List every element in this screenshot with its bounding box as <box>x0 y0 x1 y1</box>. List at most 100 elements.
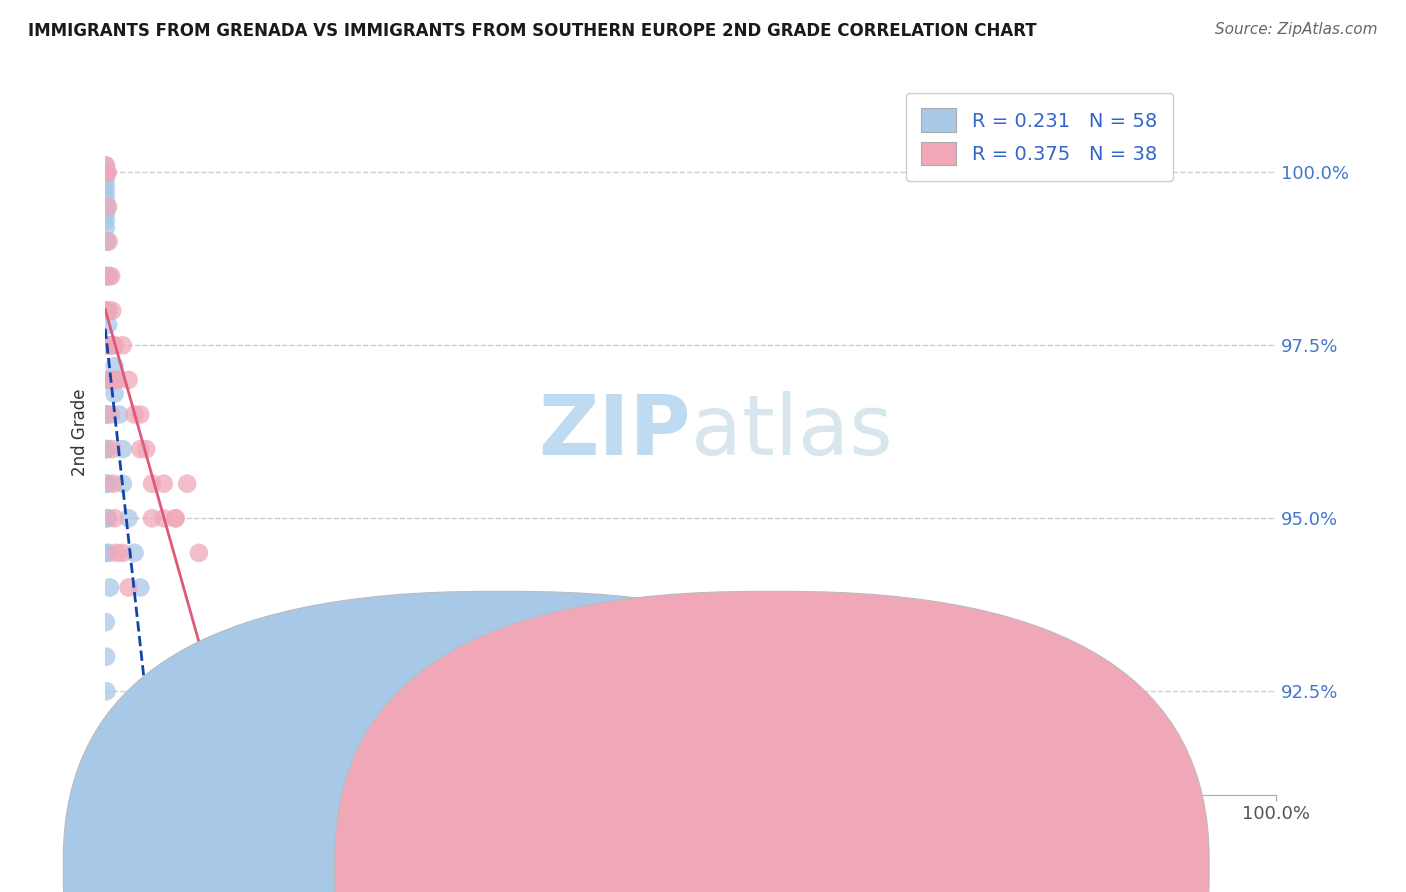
Point <box>176 476 198 491</box>
Point <box>98 269 121 284</box>
Point <box>100 373 122 387</box>
Point <box>94 165 117 179</box>
Point <box>124 408 146 422</box>
Point <box>103 511 125 525</box>
Point <box>96 269 118 284</box>
Point <box>94 207 117 221</box>
Point <box>94 338 117 352</box>
Text: Immigrants from Southern Europe: Immigrants from Southern Europe <box>801 858 1109 876</box>
Point <box>152 476 174 491</box>
Point <box>105 373 128 387</box>
Point <box>96 476 118 491</box>
Point <box>94 546 117 560</box>
Point <box>117 581 139 595</box>
Point <box>111 442 134 456</box>
Point <box>96 235 118 249</box>
Point <box>94 269 117 284</box>
Point <box>96 442 118 456</box>
Y-axis label: 2nd Grade: 2nd Grade <box>72 388 89 475</box>
Point <box>111 476 134 491</box>
Point <box>94 235 117 249</box>
Point <box>94 186 117 200</box>
Point <box>101 303 124 318</box>
Point <box>94 303 117 318</box>
Point <box>105 373 128 387</box>
Point <box>165 511 187 525</box>
Point <box>94 303 117 318</box>
Point <box>94 408 117 422</box>
Point <box>96 511 118 525</box>
Point <box>100 408 122 422</box>
Point <box>97 235 120 249</box>
Point <box>96 303 118 318</box>
Point <box>105 546 128 560</box>
Point <box>111 338 134 352</box>
Point <box>152 511 174 525</box>
Point <box>96 165 118 179</box>
Point <box>94 158 117 172</box>
Legend: R = 0.231   N = 58, R = 0.375   N = 38: R = 0.231 N = 58, R = 0.375 N = 38 <box>905 93 1173 181</box>
Point <box>117 511 139 525</box>
Point <box>96 408 118 422</box>
Point <box>103 386 125 401</box>
Point <box>96 269 118 284</box>
Text: Source: ZipAtlas.com: Source: ZipAtlas.com <box>1215 22 1378 37</box>
Point <box>94 442 117 456</box>
Point <box>94 165 117 179</box>
Point <box>141 511 163 525</box>
Point <box>94 213 117 227</box>
Point <box>100 269 122 284</box>
Point <box>108 408 131 422</box>
Text: IMMIGRANTS FROM GRENADA VS IMMIGRANTS FROM SOUTHERN EUROPE 2ND GRADE CORRELATION: IMMIGRANTS FROM GRENADA VS IMMIGRANTS FR… <box>28 22 1036 40</box>
Point <box>165 511 187 525</box>
Point <box>117 373 139 387</box>
Point <box>96 165 118 179</box>
Point <box>96 200 118 214</box>
Point <box>94 165 117 179</box>
Point <box>103 338 125 352</box>
Point <box>96 165 118 179</box>
Point <box>129 408 152 422</box>
Point <box>135 442 157 456</box>
Point <box>94 200 117 214</box>
Point <box>98 581 121 595</box>
Point <box>96 476 118 491</box>
Point <box>97 511 120 525</box>
Point <box>97 318 120 332</box>
Point <box>103 338 125 352</box>
Point <box>129 442 152 456</box>
Point <box>187 754 209 768</box>
Point <box>94 179 117 194</box>
Point <box>94 158 117 172</box>
Point <box>104 373 127 387</box>
Point <box>94 172 117 186</box>
Point <box>97 200 120 214</box>
Text: atlas: atlas <box>690 392 893 472</box>
Point <box>101 442 124 456</box>
Point <box>103 476 125 491</box>
Point <box>124 546 146 560</box>
Point <box>94 220 117 235</box>
Point <box>94 649 117 664</box>
Point <box>129 581 152 595</box>
Point <box>94 408 117 422</box>
Point <box>94 200 117 214</box>
Point <box>111 546 134 560</box>
Point <box>94 615 117 629</box>
Point <box>97 303 120 318</box>
Point <box>141 476 163 491</box>
Point <box>96 165 118 179</box>
Point <box>96 684 118 698</box>
Point <box>97 338 120 352</box>
Point <box>96 235 118 249</box>
Text: Immigrants from Grenada: Immigrants from Grenada <box>534 858 768 876</box>
Point <box>94 442 117 456</box>
Point <box>97 546 120 560</box>
Point <box>94 373 117 387</box>
Point <box>94 193 117 207</box>
Point <box>117 732 139 747</box>
Point <box>98 338 121 352</box>
Point <box>96 303 118 318</box>
Text: ZIP: ZIP <box>538 392 690 472</box>
Point <box>103 359 125 373</box>
